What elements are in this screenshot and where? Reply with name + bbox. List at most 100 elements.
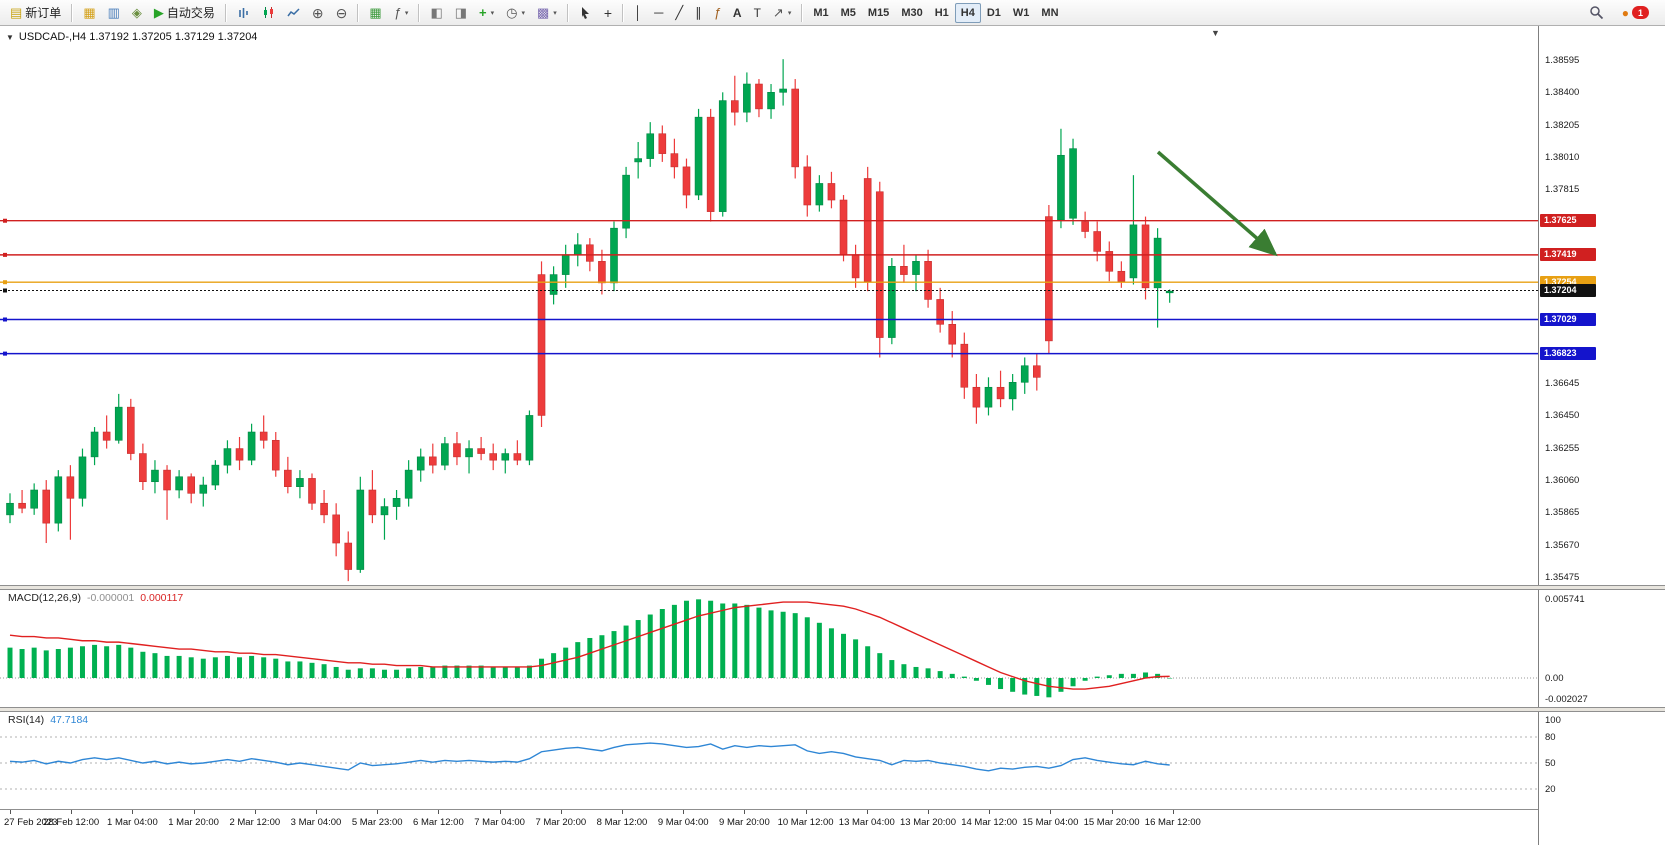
line-handle[interactable] [3, 252, 7, 257]
macd-histogram-bar [683, 600, 689, 678]
market-watch-icon: ▦ [83, 5, 96, 20]
candle [404, 469, 413, 499]
candle [537, 274, 546, 416]
line-handle[interactable] [3, 288, 7, 293]
timeframe-h1-button[interactable]: H1 [934, 6, 949, 19]
dropdown-arrow-icon: ▾ [490, 9, 495, 17]
line-handle[interactable] [3, 351, 7, 356]
cascade-windows-button[interactable]: ◧ [425, 2, 447, 24]
timeframe-m15-button[interactable]: M15 [867, 6, 890, 19]
price-axis[interactable]: 1.38595 1.38400 1.38205 1.38010 1.37815 1.366… [1538, 26, 1665, 845]
notifications-button[interactable]: ● 1 [1617, 2, 1654, 24]
trend-arrow-annotation[interactable] [1156, 150, 1278, 257]
new-order-button[interactable]: ▤ 新订单 [5, 2, 66, 24]
horizontal-line-button[interactable]: ─ [649, 2, 668, 24]
price-level-badge[interactable]: 1.37625 [1540, 214, 1596, 228]
text-button[interactable]: A [728, 2, 747, 24]
tile-windows-button[interactable]: ▦ [364, 2, 386, 24]
candle [187, 476, 195, 494]
chart-expand-icon[interactable]: ▼ [6, 32, 14, 42]
channel-icon: ∥ [695, 5, 702, 20]
price-level-badge[interactable]: 1.36823 [1540, 347, 1596, 361]
candle [1020, 365, 1029, 383]
timeframe-h4-button[interactable]: H4 [954, 2, 981, 23]
template-icon: ▩ [537, 5, 550, 20]
channel-button[interactable]: ∥ [690, 2, 707, 24]
line-handle[interactable] [3, 280, 7, 285]
price-chart-panel[interactable] [0, 26, 1538, 585]
zoom-in-button[interactable]: ⊕ [307, 2, 329, 24]
macd-histogram-bar [526, 665, 532, 678]
candle [670, 153, 679, 168]
timeframe-mn-button[interactable]: MN [1041, 6, 1059, 19]
timeframe-w1-button[interactable]: W1 [1012, 6, 1030, 19]
candle [598, 261, 606, 284]
candlestick-chart-button[interactable] [257, 2, 280, 24]
search-button[interactable] [1584, 2, 1609, 24]
label-button[interactable]: T [749, 2, 766, 24]
candle [694, 116, 703, 196]
timeframe-m5-button[interactable]: M5 [840, 6, 856, 19]
price-level-badge[interactable]: 1.37029 [1540, 312, 1596, 326]
candle [368, 489, 377, 516]
candle [586, 244, 594, 262]
time-axis-tick [377, 810, 379, 814]
timeframe-m1-button[interactable]: M1 [813, 6, 829, 19]
new-chart-button[interactable]: + ▾ [474, 2, 499, 24]
line-handle[interactable] [3, 218, 7, 223]
candle [428, 456, 437, 466]
tile-vertical-button[interactable]: ◨ [450, 2, 472, 24]
line-handle[interactable] [3, 317, 7, 322]
price-axis-label: 1.38010 [1545, 151, 1580, 163]
time-axis-tick [132, 810, 134, 814]
time-axis-label: 14 Mar 12:00 [961, 817, 1018, 828]
candle [139, 453, 147, 483]
line-chart-button[interactable] [282, 2, 305, 24]
dropdown-arrow-icon: ▾ [521, 9, 525, 17]
macd-panel[interactable] [0, 589, 1538, 707]
auto-trading-button[interactable]: ▶ 自动交易 [149, 2, 220, 24]
macd-histogram-bar [792, 613, 798, 678]
candle [127, 406, 135, 454]
fibonacci-button[interactable]: ƒ [709, 2, 726, 24]
candle [392, 497, 401, 507]
chart-shift-marker-icon[interactable]: ▼ [1211, 28, 1220, 38]
macd-histogram-bar [188, 657, 194, 678]
time-axis-label: 5 Mar 23:00 [351, 817, 403, 828]
bar-chart-button[interactable] [232, 2, 255, 24]
zoom-out-button[interactable]: ⊖ [331, 2, 353, 24]
timeframe-d1-button[interactable]: D1 [986, 6, 1001, 19]
data-window-button[interactable]: ▥ [103, 2, 125, 24]
price-level-badge[interactable]: 1.37419 [1540, 248, 1596, 262]
time-axis-label: 28 Feb 12:00 [43, 817, 100, 828]
macd-histogram-bar [490, 666, 496, 678]
time-axis-tick [560, 810, 562, 814]
indicators-button[interactable]: ƒ ▾ [389, 2, 414, 24]
crosshair-icon: + [603, 4, 612, 21]
trendline-button[interactable]: ╱ [670, 2, 688, 24]
cursor-button[interactable] [574, 2, 597, 24]
rsi-panel[interactable] [0, 711, 1538, 809]
templates-button[interactable]: ▩ ▾ [532, 2, 562, 24]
panel-divider[interactable] [0, 707, 1665, 712]
macd-histogram-bar [406, 668, 412, 678]
macd-histogram-bar [1046, 678, 1052, 698]
price-level-badge[interactable]: 1.37204 [1540, 283, 1596, 297]
vertical-line-button[interactable]: │ [629, 2, 647, 24]
panel-divider[interactable] [0, 585, 1665, 590]
crosshair-button[interactable]: + [599, 2, 617, 24]
candle [924, 261, 932, 300]
rsi-label: RSI(14) 47.7184 [8, 714, 88, 726]
time-axis[interactable]: 27 Feb 2023 28 Feb 12:00 1 Mar 04:00 1 Mar … [0, 809, 1665, 846]
candle [416, 456, 425, 471]
candle [634, 158, 642, 163]
macd-histogram-bar [442, 665, 448, 678]
time-axis-label: 9 Mar 04:00 [657, 817, 709, 828]
navigator-button[interactable]: ◈ [127, 2, 147, 24]
macd-histogram-bar [285, 661, 291, 678]
market-watch-button[interactable]: ▦ [78, 2, 100, 24]
shapes-button[interactable]: ↗ ▾ [768, 2, 796, 24]
periods-button[interactable]: ◷ ▾ [501, 2, 530, 24]
time-axis-label: 13 Mar 20:00 [900, 817, 956, 828]
timeframe-m30-button[interactable]: M30 [901, 6, 923, 19]
